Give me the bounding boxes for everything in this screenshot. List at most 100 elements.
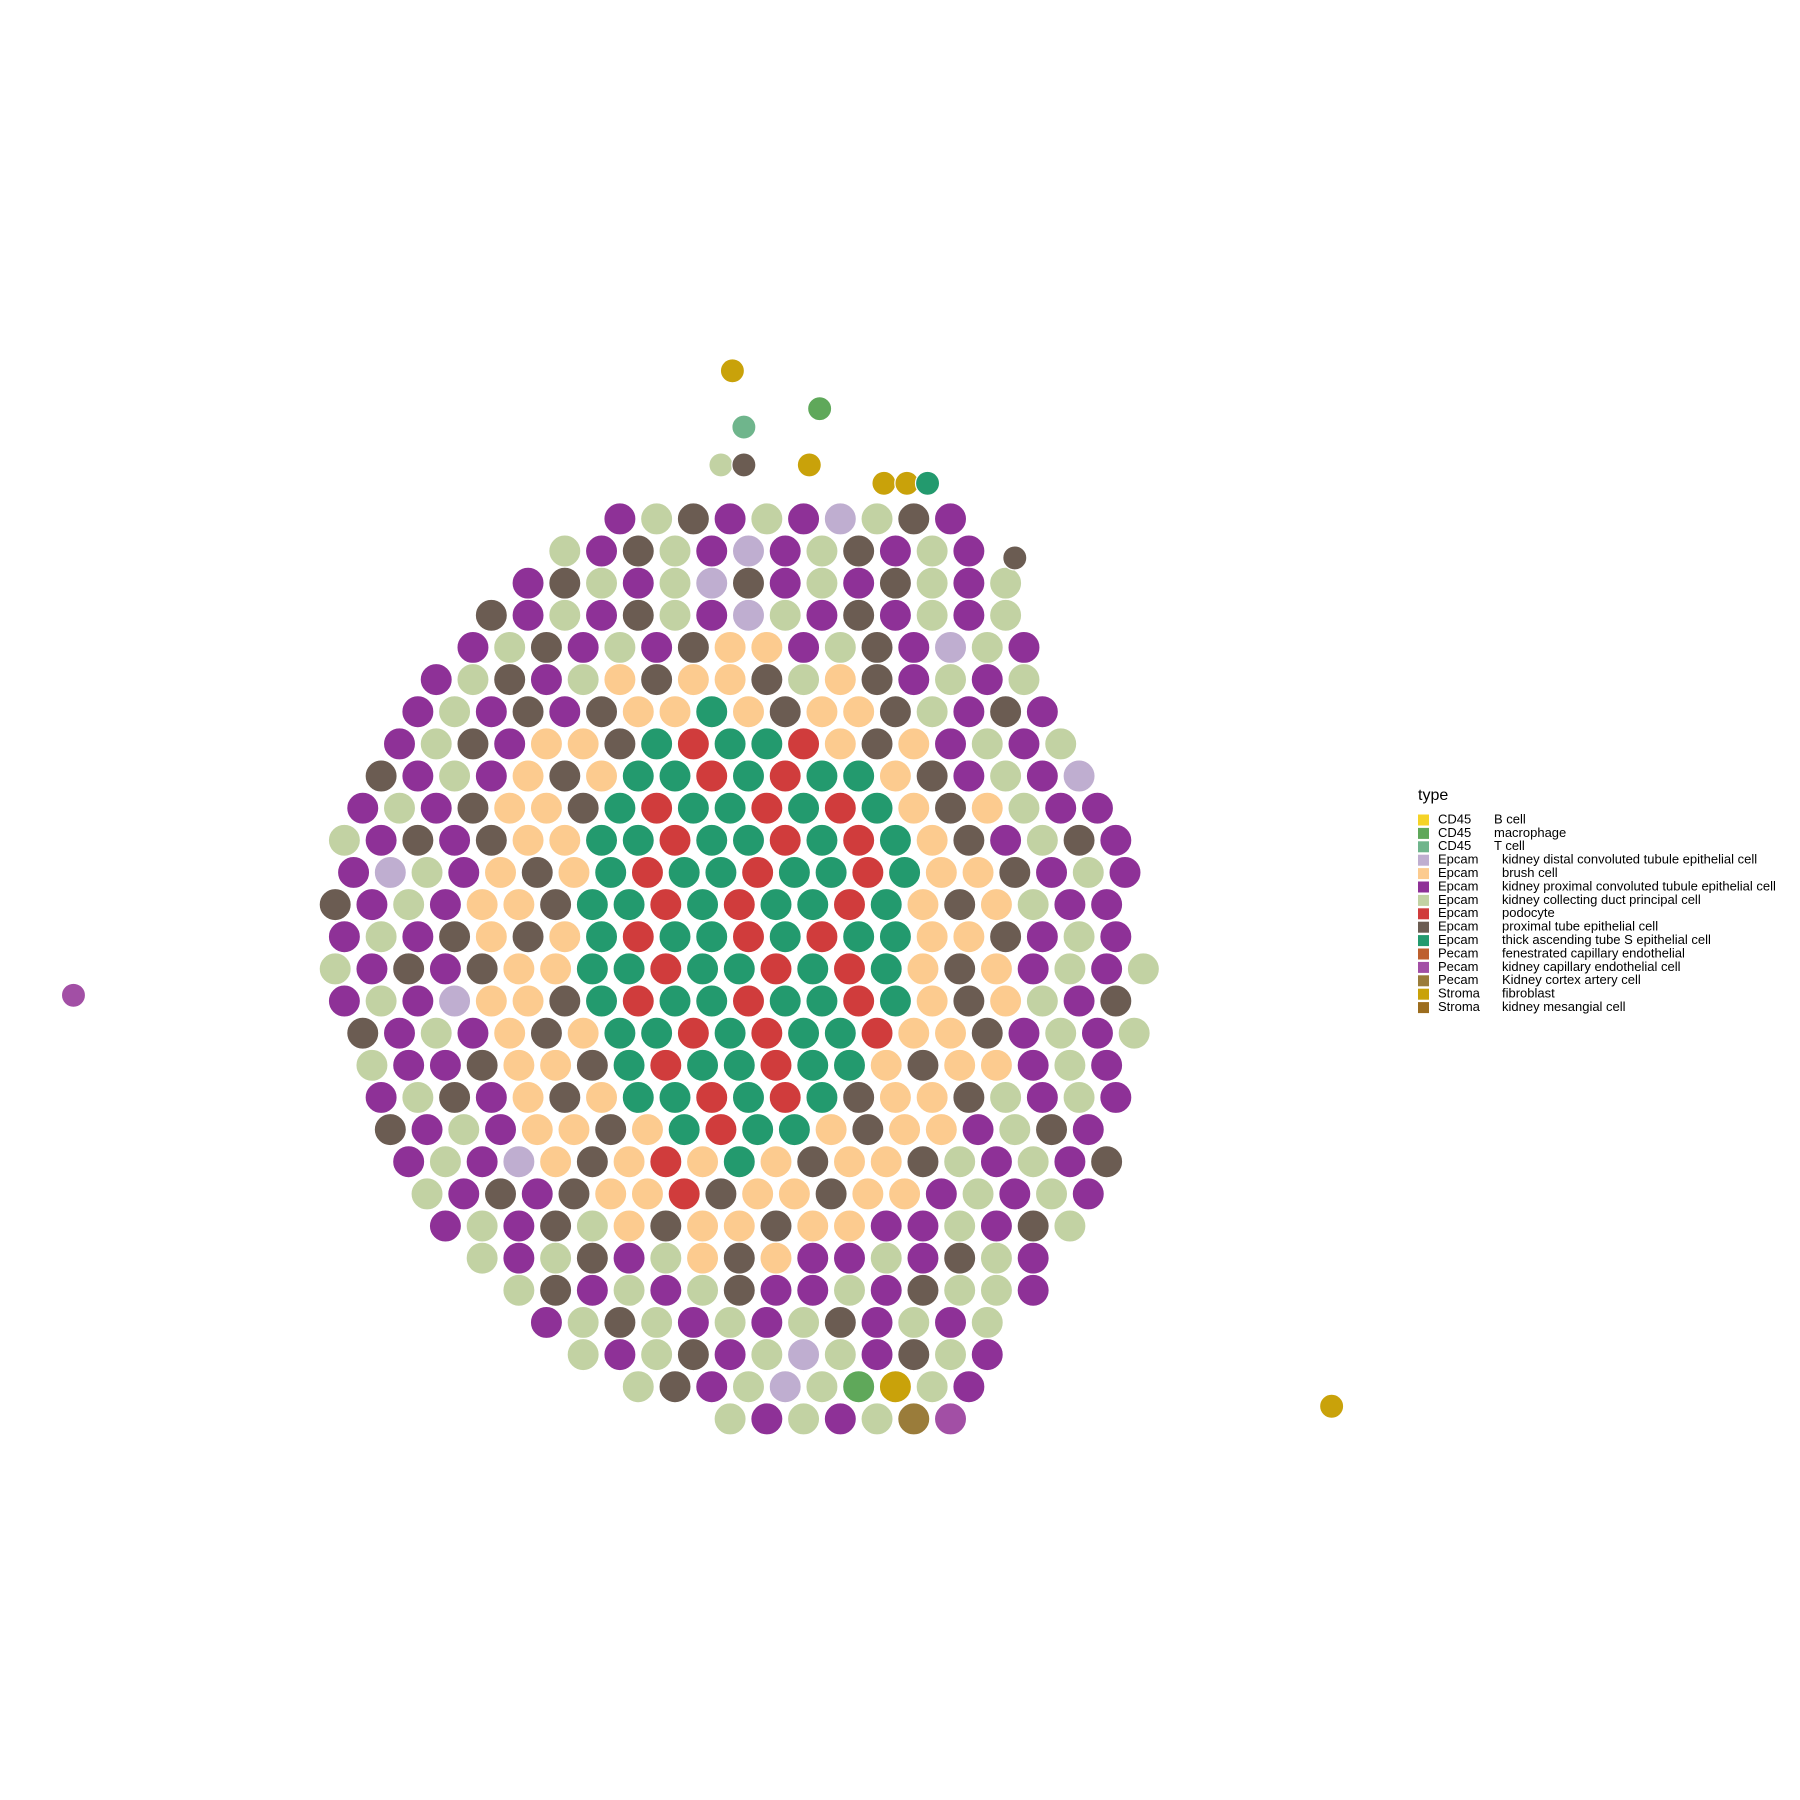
spot bbox=[639, 791, 674, 825]
spot bbox=[584, 598, 619, 632]
spot bbox=[676, 630, 711, 665]
spot bbox=[979, 1145, 1014, 1179]
spot bbox=[575, 1209, 610, 1243]
spot bbox=[318, 952, 352, 986]
spot bbox=[603, 1337, 637, 1372]
spot bbox=[970, 1305, 1004, 1340]
spot bbox=[823, 1016, 857, 1050]
spot bbox=[639, 662, 674, 697]
legend-group: Pecam bbox=[1438, 959, 1478, 974]
spot bbox=[768, 534, 802, 568]
legend-title: type bbox=[1418, 787, 1448, 804]
legend-label: thick ascending tube S epithelial cell bbox=[1502, 932, 1711, 947]
spot bbox=[548, 566, 582, 600]
spot bbox=[685, 1048, 720, 1082]
spot bbox=[676, 727, 711, 761]
spot bbox=[952, 759, 986, 793]
spot bbox=[437, 984, 472, 1018]
spot bbox=[887, 855, 922, 890]
spot bbox=[538, 952, 573, 986]
spot bbox=[658, 534, 692, 568]
spot bbox=[750, 662, 784, 697]
spot bbox=[805, 984, 839, 1018]
spot bbox=[887, 1177, 922, 1211]
legend-label: kidney collecting duct principal cell bbox=[1502, 892, 1701, 907]
spot bbox=[502, 1273, 536, 1307]
spot bbox=[777, 1177, 812, 1211]
spot bbox=[364, 920, 398, 954]
spot bbox=[1099, 920, 1133, 954]
spot bbox=[566, 1016, 600, 1050]
legend-key bbox=[1418, 921, 1429, 933]
spot bbox=[832, 1241, 867, 1275]
spot bbox=[658, 566, 692, 600]
legend-label: fenestrated capillary endothelial bbox=[1502, 945, 1685, 960]
spot bbox=[933, 791, 968, 825]
spot bbox=[1062, 759, 1096, 793]
spot bbox=[1089, 887, 1124, 922]
legend-label: brush cell bbox=[1502, 865, 1558, 880]
spot bbox=[612, 1048, 646, 1082]
spot bbox=[695, 598, 729, 632]
spot bbox=[713, 1016, 747, 1050]
spot bbox=[713, 1402, 747, 1436]
spot bbox=[842, 566, 876, 600]
spot bbox=[511, 695, 545, 729]
spot bbox=[566, 1337, 600, 1372]
spot bbox=[915, 759, 949, 793]
spot bbox=[575, 1273, 610, 1307]
spot bbox=[933, 1016, 968, 1050]
spot bbox=[708, 452, 734, 478]
spot bbox=[750, 1337, 784, 1372]
spot bbox=[860, 630, 894, 665]
spot bbox=[906, 1241, 940, 1275]
spot bbox=[842, 984, 876, 1018]
spot bbox=[897, 791, 931, 825]
spot bbox=[419, 727, 453, 761]
legend-group: Epcam bbox=[1438, 892, 1478, 907]
spot bbox=[639, 1305, 674, 1340]
spot bbox=[933, 1337, 968, 1372]
spot bbox=[768, 759, 802, 793]
spot bbox=[906, 1048, 940, 1082]
spot bbox=[346, 1016, 380, 1050]
spot bbox=[832, 887, 867, 922]
spot bbox=[998, 1112, 1032, 1147]
spot bbox=[915, 1370, 949, 1404]
spot bbox=[1034, 1112, 1069, 1147]
legend-key bbox=[1418, 841, 1429, 853]
spot bbox=[943, 1048, 977, 1082]
spot bbox=[493, 727, 527, 761]
spot bbox=[639, 502, 674, 536]
spot bbox=[768, 1370, 802, 1404]
spot bbox=[621, 920, 655, 954]
spot bbox=[695, 695, 729, 729]
spot bbox=[401, 1080, 435, 1115]
spot bbox=[906, 1145, 940, 1179]
spot bbox=[952, 566, 986, 600]
spot bbox=[658, 920, 692, 954]
spot bbox=[933, 1402, 968, 1436]
spot bbox=[621, 566, 655, 600]
spot bbox=[952, 534, 986, 568]
spot bbox=[428, 1145, 463, 1179]
spot bbox=[538, 1241, 573, 1275]
spot bbox=[1080, 1016, 1115, 1050]
spot bbox=[842, 598, 876, 632]
spot bbox=[584, 534, 619, 568]
spot bbox=[915, 695, 949, 729]
spot bbox=[658, 759, 692, 793]
spot bbox=[1016, 887, 1050, 922]
spot bbox=[740, 855, 775, 890]
spot bbox=[60, 982, 87, 1008]
spot bbox=[493, 791, 527, 825]
spot bbox=[731, 920, 766, 954]
spot bbox=[667, 1177, 701, 1211]
spot bbox=[860, 791, 894, 825]
spot bbox=[649, 1273, 683, 1307]
spot bbox=[548, 823, 582, 857]
spot bbox=[979, 1048, 1014, 1082]
spot bbox=[392, 887, 426, 922]
spot bbox=[796, 1209, 830, 1243]
spot bbox=[401, 695, 435, 729]
